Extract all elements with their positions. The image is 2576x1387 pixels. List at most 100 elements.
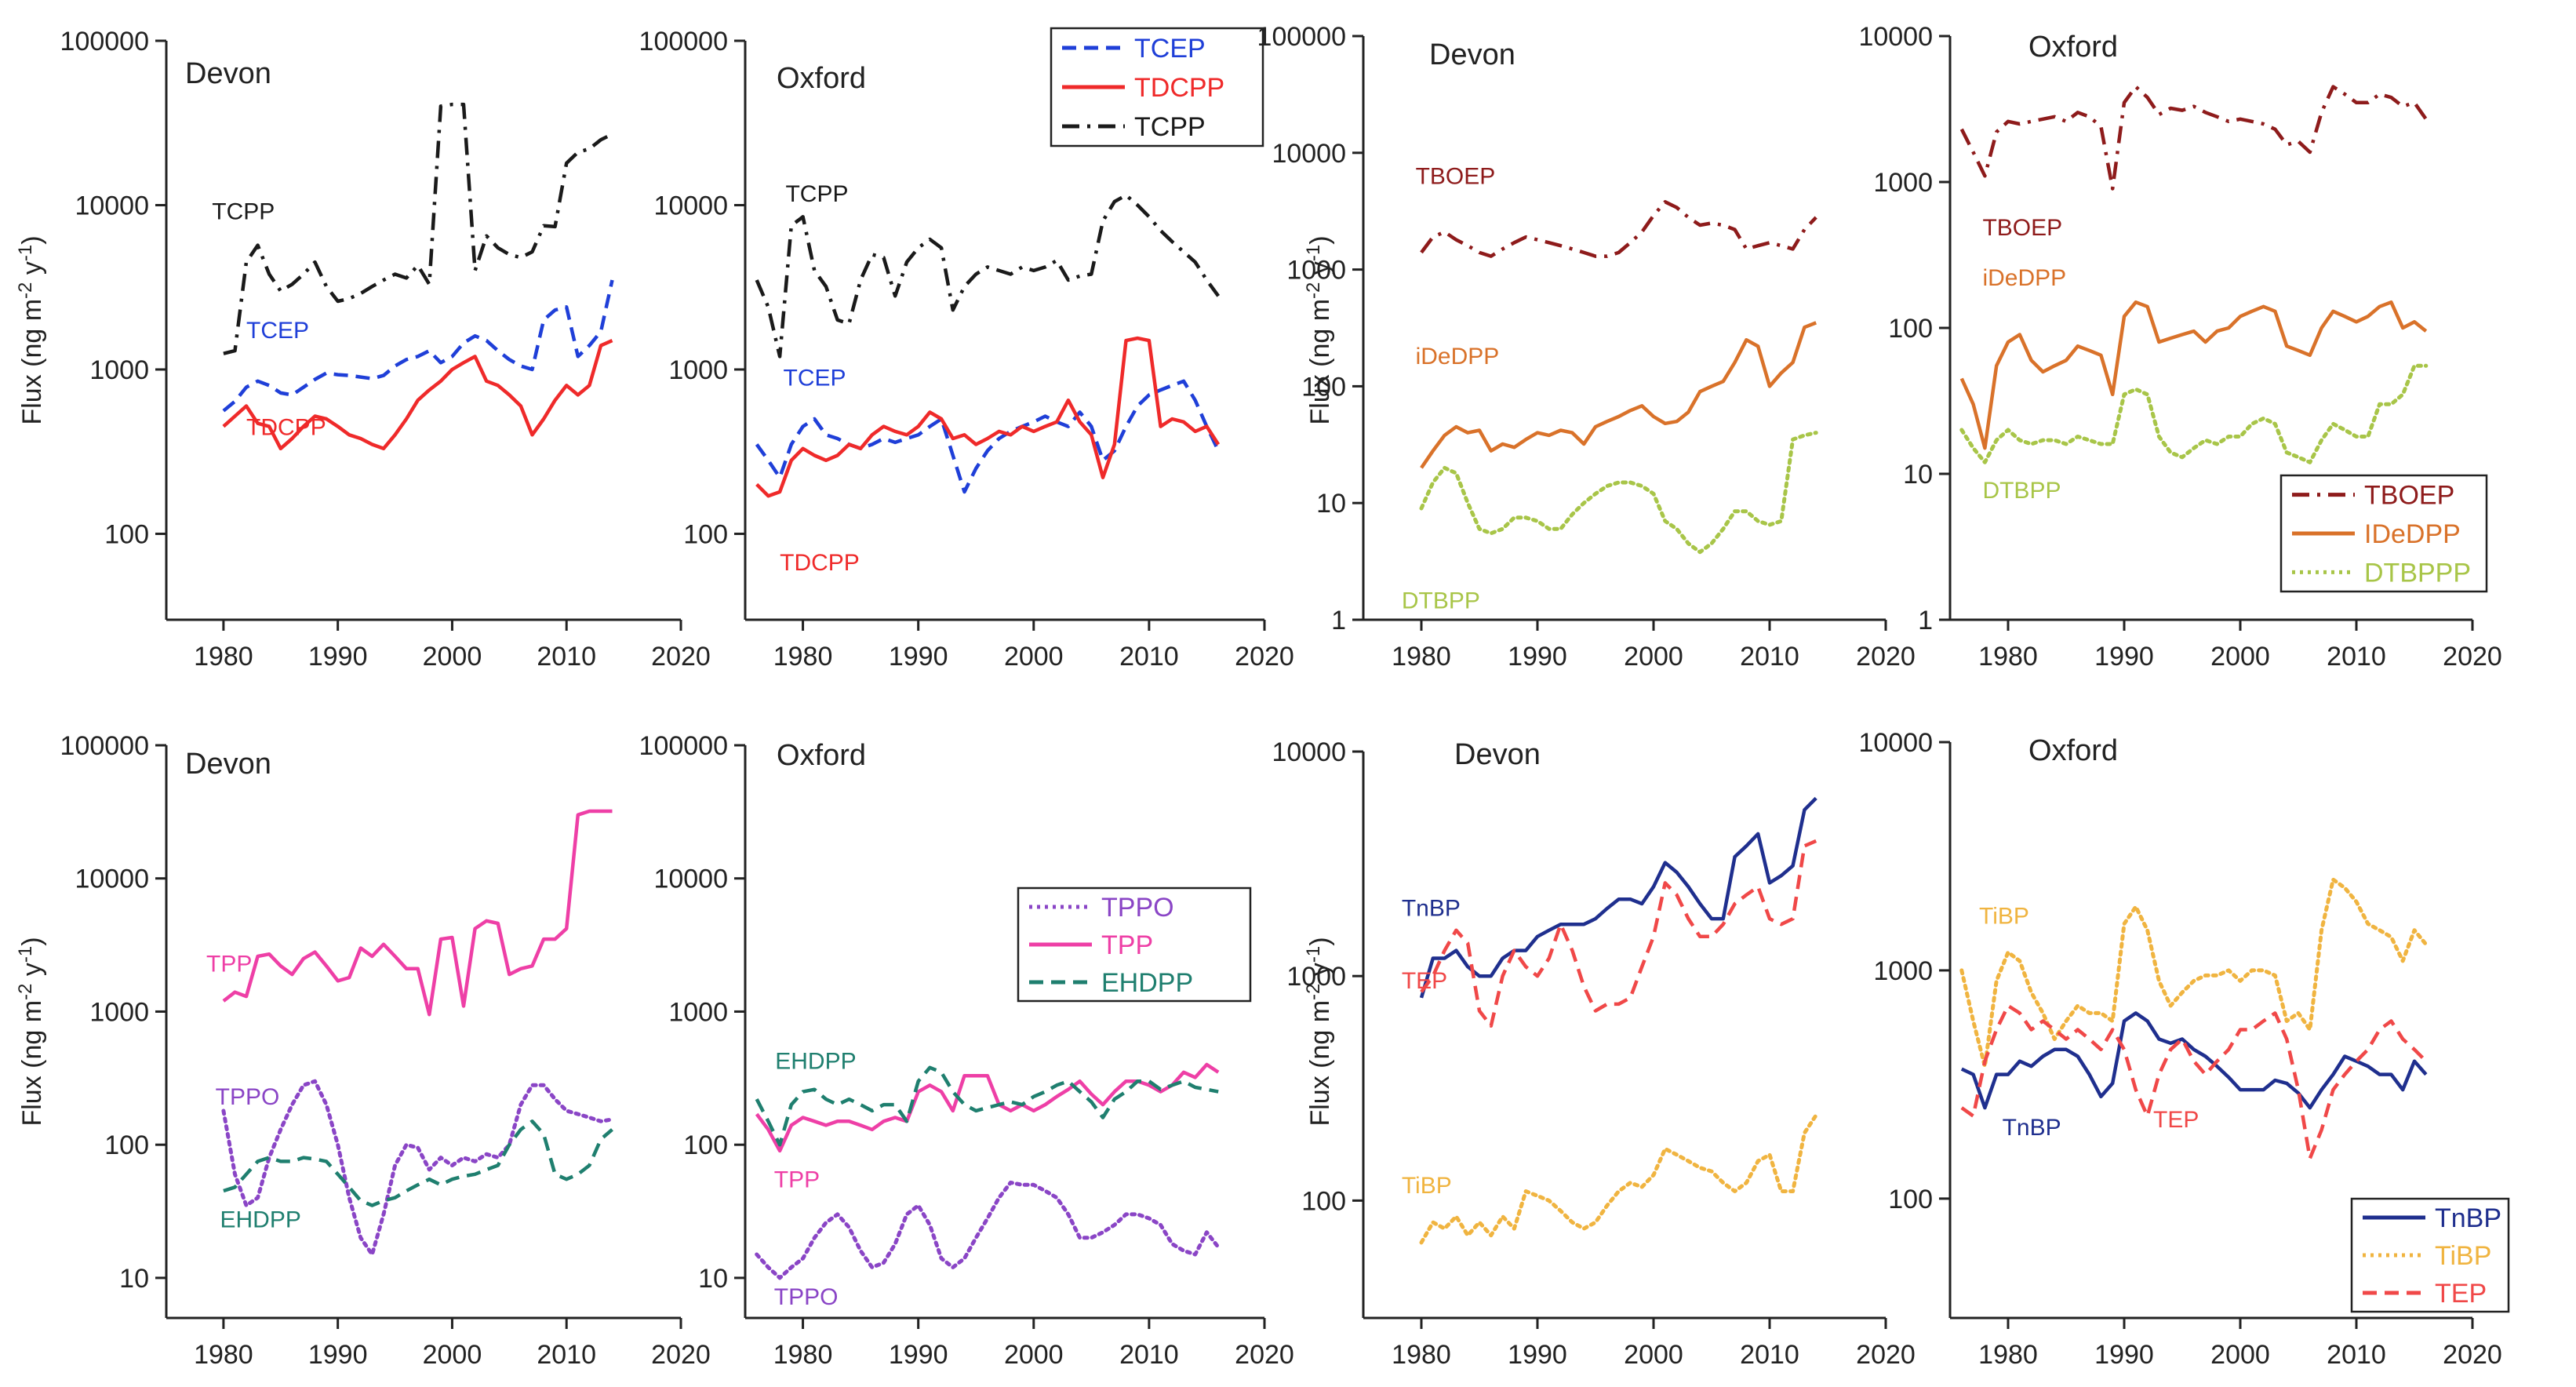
series-label-ehdpp: EHDPP bbox=[220, 1207, 301, 1232]
y-axis-label: Flux (ng m-2 y-1) bbox=[1303, 235, 1335, 424]
legend-entry: TiBP bbox=[2435, 1241, 2491, 1271]
y-tick-label: 10000 bbox=[653, 865, 728, 894]
y-axis-label-part: Flux (ng m bbox=[17, 299, 47, 425]
x-tick-label: 1980 bbox=[773, 642, 833, 672]
legend-entry: TBOEP bbox=[2364, 481, 2454, 511]
y-tick-label: 1000 bbox=[1286, 962, 1346, 992]
series-label-tnbp: TnBP bbox=[1402, 896, 1461, 922]
series-label-ehdpp: EHDPP bbox=[775, 1049, 856, 1075]
y-tick-label: 100 bbox=[683, 519, 728, 549]
series-label-tep: TEP bbox=[2153, 1107, 2199, 1133]
y-axis-label-part: ) bbox=[1305, 235, 1335, 244]
y-tick-label: 10 bbox=[698, 1264, 728, 1294]
chart-panel-oxford-chlorinated: 1980 1990 2000 2010 2020 100 1000 10000 100000 Ox… bbox=[639, 27, 1294, 672]
x-tick-label: 2020 bbox=[2443, 642, 2502, 672]
x-tick-label: 2010 bbox=[537, 642, 596, 672]
x-tick-label: 1980 bbox=[773, 1340, 833, 1370]
y-tick-label: 10000 bbox=[75, 191, 149, 220]
y-axis-label-part: -1 bbox=[1303, 245, 1324, 261]
chart-legend: TPPO TPP EHDPP bbox=[1017, 886, 1252, 1003]
x-tick-label: 2010 bbox=[2327, 1340, 2386, 1370]
series-line-dtbpp bbox=[1419, 431, 1818, 555]
panel-location-title: Devon bbox=[1454, 738, 1541, 771]
x-tick-label: 1980 bbox=[1978, 1340, 2038, 1370]
panel-location-title: Oxford bbox=[2028, 734, 2118, 767]
y-tick-label: 100000 bbox=[639, 27, 728, 56]
chart-panel-devon-alkyl: 1980 1990 2000 2010 2020 100 1000 10000 Devon TnB… bbox=[1272, 737, 1915, 1370]
series-label-tnbp: TnBP bbox=[2003, 1115, 2061, 1141]
y-axis-label-part: -1 bbox=[15, 946, 36, 963]
y-tick-label: 10 bbox=[119, 1264, 149, 1294]
series-label-tibp: TiBP bbox=[1402, 1173, 1452, 1199]
series-line-ehdpp bbox=[755, 1065, 1219, 1147]
y-axis-label: Flux (ng m-2 y-1) bbox=[15, 235, 47, 424]
y-tick-label: 100 bbox=[1301, 1186, 1346, 1216]
legend-entry: TCEP bbox=[1134, 34, 1206, 64]
y-tick-label: 10 bbox=[1903, 460, 1933, 490]
y-axis-label-part: -1 bbox=[15, 245, 36, 261]
series-line-tpp bbox=[755, 1062, 1220, 1153]
panel-location-title: Devon bbox=[185, 57, 271, 90]
x-tick-label: 1990 bbox=[2094, 1340, 2154, 1370]
x-tick-label: 1990 bbox=[308, 642, 368, 672]
y-tick-label: 100000 bbox=[639, 731, 728, 761]
panel-location-title: Devon bbox=[185, 748, 271, 781]
x-tick-label: 2020 bbox=[651, 1340, 711, 1370]
y-tick-label: 10000 bbox=[1858, 22, 1933, 52]
series-line-dtbppp bbox=[1959, 363, 2429, 464]
x-tick-label: 1990 bbox=[308, 1340, 368, 1370]
series-label-tpp: TPP bbox=[774, 1167, 820, 1192]
y-tick-label: 1000 bbox=[89, 997, 149, 1027]
series-line-tibp bbox=[1419, 1113, 1818, 1245]
x-tick-label: 2000 bbox=[2210, 642, 2270, 672]
series-label-tppo: TPPO bbox=[774, 1284, 839, 1310]
legend-entry: TCPP bbox=[1134, 112, 1206, 142]
series-line-tpp bbox=[222, 809, 613, 1017]
series-line-tboep bbox=[1959, 85, 2428, 191]
x-tick-label: 2010 bbox=[537, 1340, 596, 1370]
y-tick-label: 100000 bbox=[1257, 22, 1346, 52]
legend-box bbox=[2350, 1197, 2510, 1313]
y-tick-label: 10000 bbox=[1272, 737, 1346, 767]
y-tick-label: 10000 bbox=[653, 191, 728, 220]
panel-location-title: Oxford bbox=[777, 62, 866, 95]
y-tick-label: 100 bbox=[683, 1130, 728, 1160]
x-tick-label: 2000 bbox=[423, 1340, 482, 1370]
y-axis-label-part: y bbox=[17, 963, 47, 983]
x-tick-label: 2020 bbox=[1856, 642, 1916, 672]
series-line-tcep bbox=[222, 279, 614, 413]
y-tick-label: 1000 bbox=[89, 355, 149, 385]
series-label-tboep: TBOEP bbox=[1416, 164, 1496, 190]
y-tick-label: 1000 bbox=[1873, 956, 1933, 986]
x-tick-label: 2000 bbox=[2210, 1340, 2270, 1370]
series-label-idedpp: iDeDPP bbox=[1416, 344, 1500, 370]
x-tick-label: 1980 bbox=[194, 1340, 253, 1370]
x-tick-label: 2020 bbox=[651, 642, 711, 672]
series-line-tnbp bbox=[1419, 796, 1817, 999]
series-label-tcpp: TCPP bbox=[212, 199, 275, 225]
series-label-tcep: TCEP bbox=[784, 365, 846, 391]
y-axis-label-part: ) bbox=[17, 937, 47, 945]
panel-location-title: Devon bbox=[1429, 38, 1515, 71]
y-tick-label: 10000 bbox=[75, 865, 149, 894]
series-label-tdcpp: TDCPP bbox=[246, 414, 326, 440]
series-label-dtbpp: DTBPP bbox=[1402, 588, 1480, 614]
y-axis-label-part: y bbox=[1305, 963, 1335, 983]
x-tick-label: 2020 bbox=[2443, 1340, 2502, 1370]
legend-entry: DTBPPP bbox=[2364, 558, 2471, 588]
y-axis-label-part: -2 bbox=[1303, 984, 1324, 1000]
legend-entry: TPP bbox=[1101, 930, 1153, 960]
series-line-tcep bbox=[755, 379, 1221, 494]
x-tick-label: 1980 bbox=[1978, 642, 2038, 672]
legend-entry: TDCPP bbox=[1134, 73, 1224, 103]
y-axis-label-part: Flux (ng m bbox=[1305, 299, 1335, 425]
x-tick-label: 2000 bbox=[1004, 1340, 1064, 1370]
series-line-tboep bbox=[1420, 200, 1817, 258]
series-label-dtbppp: DTBPP bbox=[1982, 478, 2061, 504]
y-axis-label: Flux (ng m-2 y-1) bbox=[15, 937, 47, 1126]
x-tick-label: 2020 bbox=[1856, 1340, 1916, 1370]
series-line-tep bbox=[1420, 839, 1817, 1028]
y-axis-label-part: -2 bbox=[15, 984, 36, 1000]
x-tick-label: 2000 bbox=[1624, 1340, 1683, 1370]
series-label-tboep: TBOEP bbox=[1982, 215, 2062, 241]
